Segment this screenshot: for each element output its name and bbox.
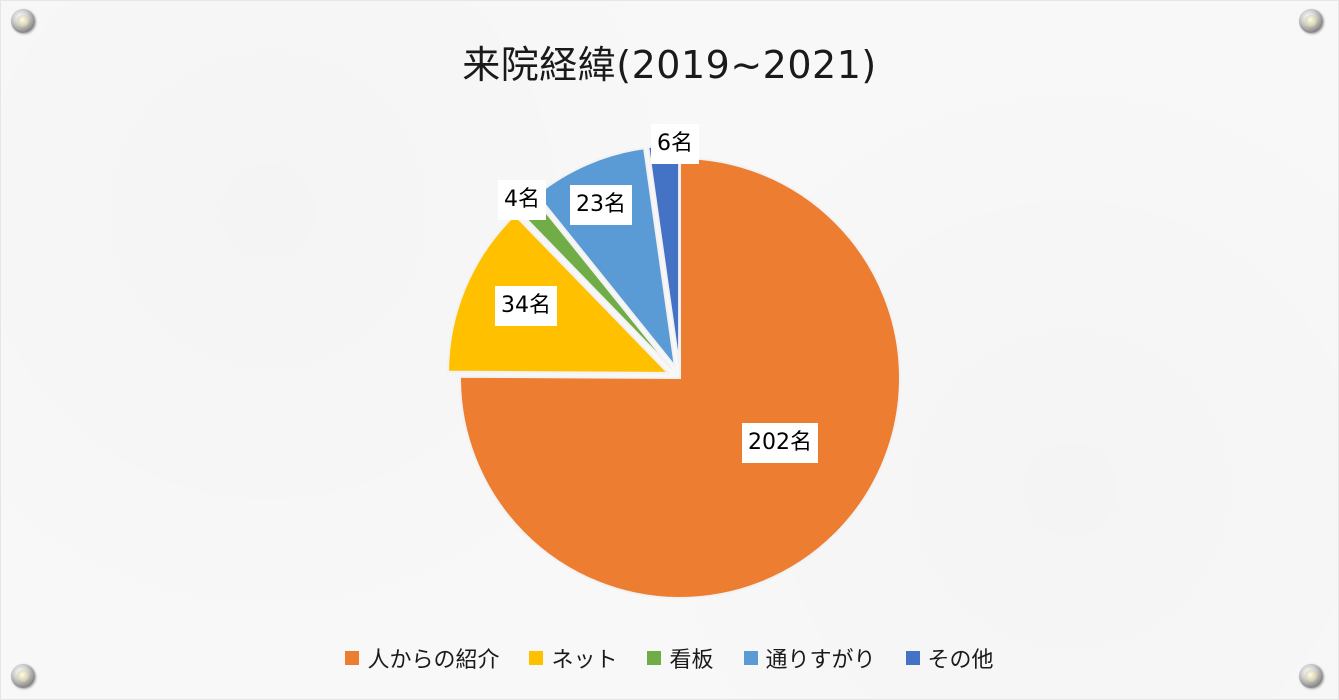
legend-item-other[interactable]: その他 [905, 642, 994, 674]
pushpin-icon [11, 9, 35, 33]
legend-item-passing-by[interactable]: 通りすがり [743, 642, 876, 674]
chart-title: 来院経緯(2019~2021) [462, 43, 877, 87]
pushpin-icon [1299, 664, 1323, 688]
legend-item-referral[interactable]: 人からの紹介 [345, 642, 499, 674]
legend-label: 人からの紹介 [367, 648, 500, 673]
legend-label: ネット [551, 648, 618, 673]
legend-item-internet[interactable]: ネット [529, 642, 617, 674]
legend-label: 通りすがり [765, 648, 876, 673]
pie-slice-referral[interactable] [459, 156, 901, 599]
legend-label: その他 [927, 648, 994, 673]
pushpin-icon [11, 664, 35, 688]
legend-swatch [529, 651, 544, 665]
data-label-signboard: 4名 [498, 180, 546, 220]
legend-swatch [345, 651, 360, 665]
legend-swatch [647, 651, 662, 665]
chart-legend: 人からの紹介 ネット 看板 通りすがり その他 [0, 642, 1339, 674]
pie-slice-internet[interactable] [447, 213, 671, 374]
data-label-internet: 34名 [495, 286, 557, 326]
pushpin-icon [1299, 9, 1323, 33]
legend-swatch [905, 651, 920, 665]
legend-swatch [743, 651, 758, 665]
data-label-referral: 202名 [742, 423, 818, 463]
legend-item-signboard[interactable]: 看板 [647, 642, 714, 674]
data-label-passing-by: 23名 [570, 185, 632, 225]
legend-label: 看板 [669, 648, 714, 673]
data-label-other: 6名 [651, 124, 699, 164]
